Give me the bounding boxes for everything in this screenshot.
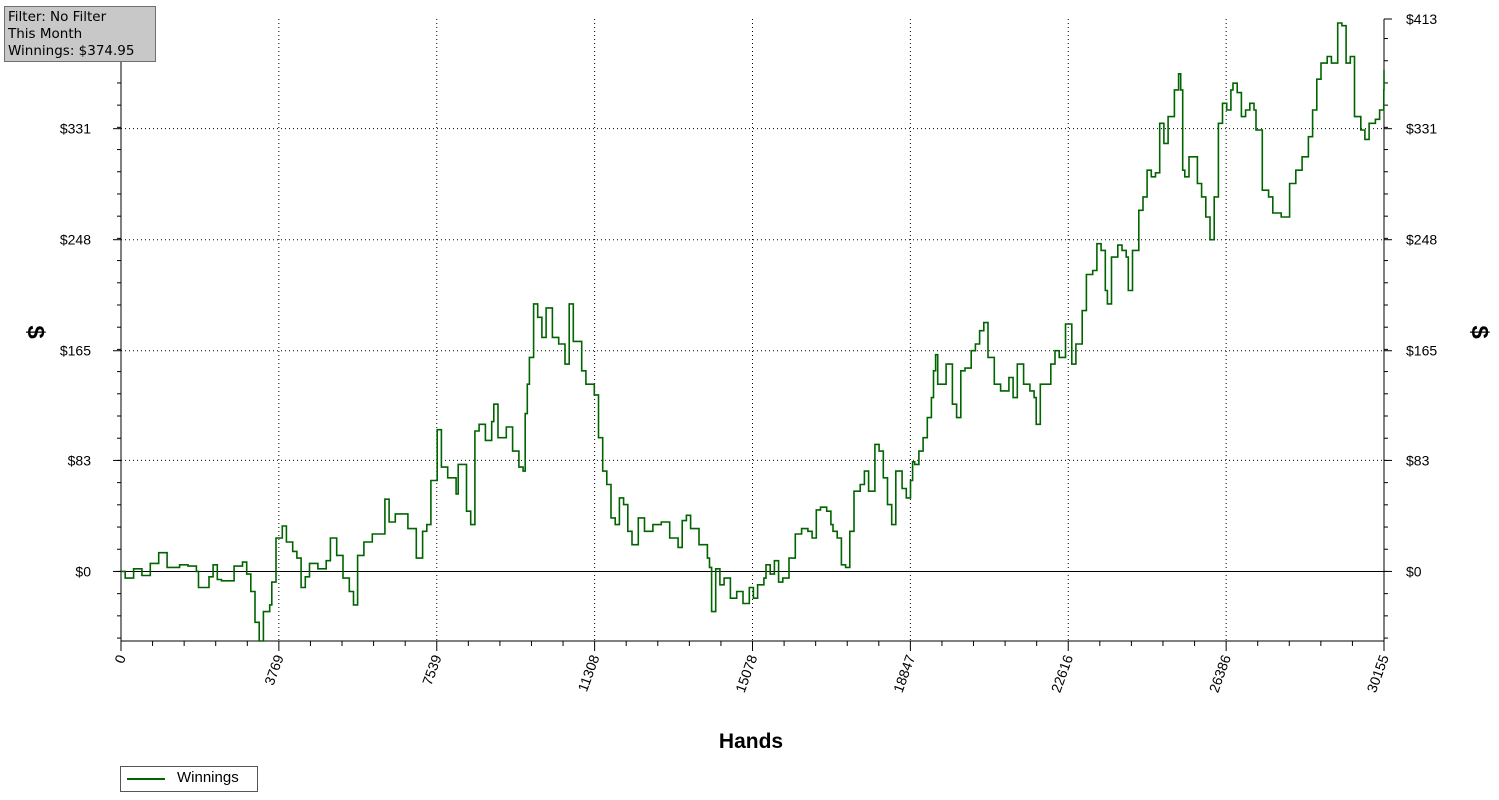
y-axis-title-right: $ <box>1466 325 1493 339</box>
y-tick-label-left: $83 <box>68 452 92 468</box>
y-tick-label-left: $331 <box>60 121 91 137</box>
grid-lines <box>121 19 1384 641</box>
y-tick-label-left: $165 <box>60 343 91 359</box>
x-tick-label: 18847 <box>890 652 918 694</box>
y-tick-label-left: $0 <box>75 563 91 579</box>
legend-label-winnings: Winnings <box>177 769 239 786</box>
legend-swatch <box>127 778 165 780</box>
series-layer <box>121 22 1385 642</box>
x-tick-label: 3769 <box>261 652 287 687</box>
y-tick-label-right: $413 <box>1406 11 1437 27</box>
x-tick-label: 26386 <box>1206 652 1234 694</box>
filter-label: Filter: No Filter <box>8 9 107 25</box>
x-axis-title: Hands <box>719 730 783 753</box>
y-tick-label-right: $165 <box>1406 343 1437 359</box>
period-label: This Month <box>8 26 83 42</box>
x-tick-label: 11308 <box>574 652 602 693</box>
y-tick-label-right: $0 <box>1406 563 1422 579</box>
series-line-winnings <box>121 22 1385 642</box>
y-tick-label-left: $248 <box>60 232 91 248</box>
minor-ticks <box>117 38 1388 646</box>
chart-legend: Winnings <box>120 766 258 792</box>
filter-info-box: Filter: No Filter This Month Winnings: $… <box>4 6 156 62</box>
x-tick-label: 0 <box>111 652 129 665</box>
y-tick-label-right: $331 <box>1406 121 1437 137</box>
x-tick-label: 22616 <box>1048 652 1076 694</box>
axes <box>113 18 1392 651</box>
y-tick-label-right: $248 <box>1406 232 1437 248</box>
x-tick-label: 15078 <box>732 652 760 694</box>
y-axis-title-left: $ <box>22 325 49 339</box>
y-tick-label-right: $83 <box>1406 452 1430 468</box>
winnings-total: Winnings: $374.95 <box>8 43 135 59</box>
x-tick-label: 30155 <box>1363 652 1391 694</box>
x-tick-label: 7539 <box>419 652 445 687</box>
